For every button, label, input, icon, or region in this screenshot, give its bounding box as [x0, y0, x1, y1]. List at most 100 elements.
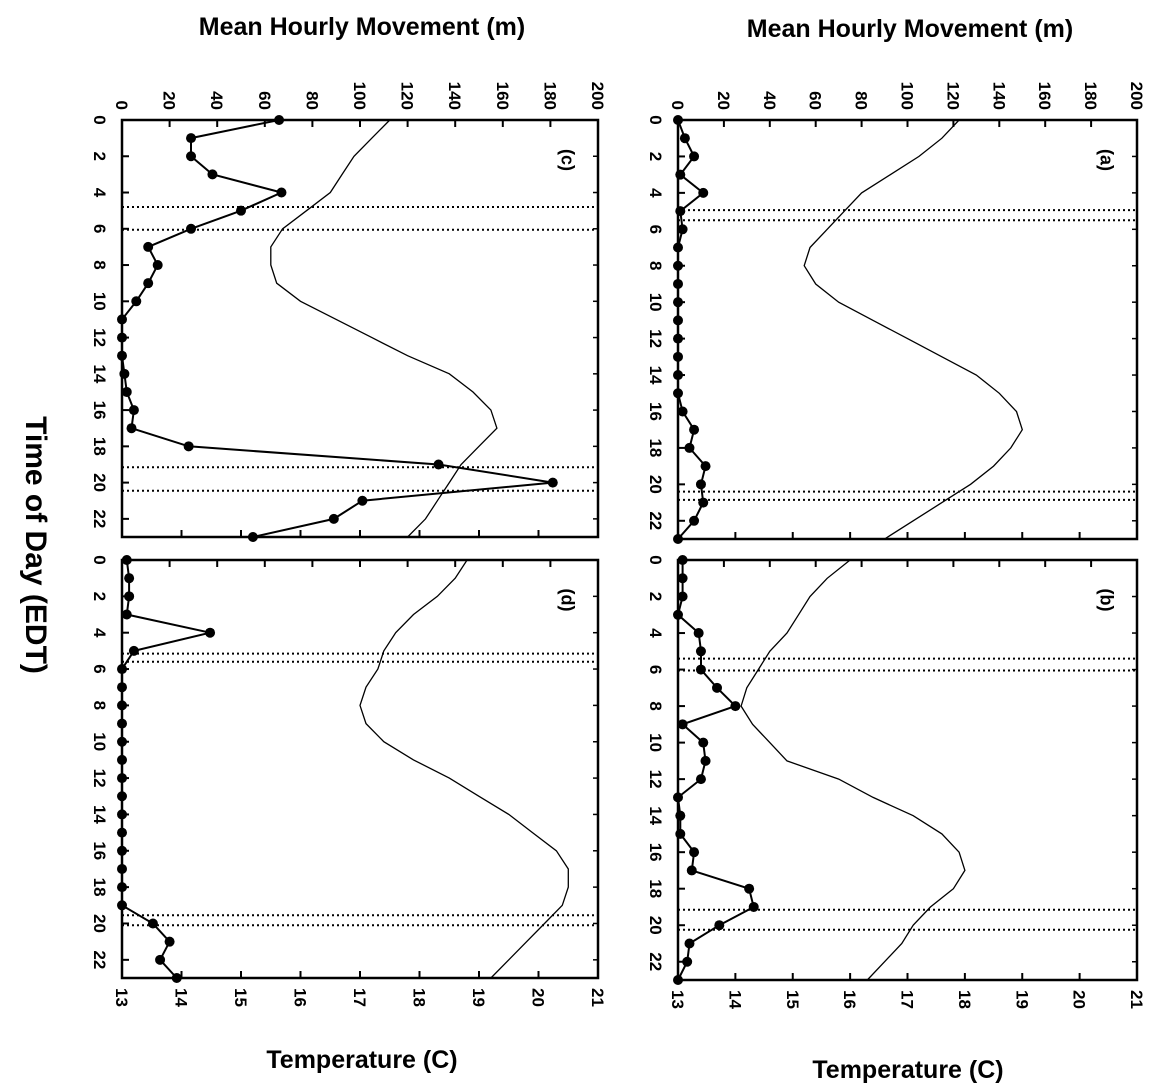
time-tick-label: 22	[646, 511, 665, 530]
movement-point	[121, 609, 132, 620]
time-tick-label: 16	[90, 401, 109, 420]
time-tick-label: 4	[646, 188, 665, 198]
temperature-line	[803, 119, 1024, 540]
movement-point	[698, 187, 709, 198]
movement-point	[698, 497, 709, 508]
movement-tick-label: 140	[445, 82, 464, 110]
temperature-tick-label: 18	[410, 988, 429, 1007]
time-tick-label: 0	[90, 555, 109, 564]
movement-tick-label: 60	[806, 91, 825, 110]
movement-point	[117, 882, 127, 893]
time-tick-label: 4	[646, 628, 665, 638]
movement-point	[207, 169, 218, 180]
movement-point	[695, 664, 706, 675]
time-tick-label: 20	[90, 473, 109, 492]
movement-point	[675, 810, 686, 821]
movement-tick-label: 180	[1081, 82, 1100, 110]
movement-point	[131, 296, 142, 307]
movement-point	[117, 700, 127, 711]
time-tick-label: 10	[646, 733, 665, 752]
movement-point	[236, 205, 246, 216]
time-tick-label: 22	[90, 950, 109, 969]
temperature-tick-label: 17	[350, 988, 369, 1007]
panel-a: 0 2 4 6 8 10 12 14 16 18 20 22 0 20 40 60 80 100 120 140 160…	[646, 82, 1146, 544]
time-tick-label: 0	[646, 555, 665, 564]
movement-point	[673, 297, 683, 308]
movement-point	[673, 975, 683, 985]
movement-tick-label: 120	[943, 82, 962, 110]
movement-point	[117, 791, 127, 802]
movement-point	[117, 314, 127, 325]
movement-axis-title-right: Mean Hourly Movement (m)	[747, 15, 1073, 43]
movement-point	[117, 900, 127, 911]
time-tick-label: 14	[646, 366, 665, 385]
movement-tick-label: 20	[714, 91, 733, 110]
movement-point	[117, 845, 127, 856]
movement-point	[684, 442, 695, 453]
movement-point	[673, 315, 683, 326]
temperature-tick-label: 16	[291, 988, 310, 1007]
time-tick-label: 16	[646, 843, 665, 862]
movement-point	[677, 591, 688, 602]
movement-point	[117, 736, 127, 747]
movement-point	[117, 863, 127, 874]
movement-point	[186, 223, 197, 234]
movement-point	[117, 773, 127, 784]
movement-point	[205, 627, 216, 638]
movement-point	[673, 278, 683, 289]
temperature-tick-label: 18	[955, 990, 974, 1009]
time-tick-label: 10	[90, 732, 109, 751]
movement-point	[328, 513, 339, 524]
time-tick-label: 18	[646, 438, 665, 457]
panel-label-b: (b)	[1097, 589, 1117, 612]
movement-point	[183, 441, 194, 452]
temperature-tick-label: 15	[783, 990, 802, 1009]
time-tick-label: 8	[646, 701, 665, 710]
temperature-tick-label: 21	[588, 988, 607, 1007]
movement-point	[433, 459, 444, 470]
time-tick-label: 16	[646, 402, 665, 421]
movement-point	[673, 370, 683, 381]
time-tick-label: 22	[646, 952, 665, 971]
movement-tick-label: 120	[398, 82, 417, 110]
movement-point	[695, 479, 706, 490]
time-tick-label: 6	[90, 224, 109, 233]
movement-point	[730, 701, 741, 712]
movement-point	[117, 809, 127, 820]
movement-point	[700, 461, 711, 472]
temperature-tick-label: 19	[469, 988, 488, 1007]
time-tick-label: 12	[646, 329, 665, 348]
time-tick-label: 18	[646, 879, 665, 898]
movement-tick-label: 80	[852, 91, 871, 110]
time-tick-label: 2	[90, 592, 109, 601]
movement-point	[673, 792, 683, 803]
movement-point	[128, 645, 139, 656]
time-tick-label: 0	[90, 115, 109, 124]
time-tick-label: 6	[646, 665, 665, 674]
movement-point	[143, 278, 154, 289]
temperature-line	[740, 559, 966, 981]
movement-point	[673, 333, 683, 344]
movement-tick-label: 160	[493, 82, 512, 110]
movement-point	[677, 573, 688, 584]
panel-label-d: (d)	[558, 589, 578, 612]
movement-tick-label: 200	[1127, 82, 1146, 110]
movement-point	[276, 187, 287, 198]
movement-point	[684, 938, 695, 949]
temperature-tick-label: 19	[1012, 990, 1031, 1009]
time-tick-label: 14	[646, 806, 665, 825]
movement-point	[357, 495, 368, 506]
time-axis-title: Time of Day (EDT)	[19, 416, 52, 674]
movement-point	[247, 532, 258, 542]
time-tick-label: 18	[90, 437, 109, 456]
movement-tick-label: 200	[588, 82, 607, 110]
time-tick-label: 20	[646, 475, 665, 494]
time-tick-label: 16	[90, 841, 109, 860]
temperature-axis-title-right: Temperature (C)	[812, 1056, 1003, 1084]
movement-point	[117, 754, 127, 765]
movement-point	[673, 534, 683, 544]
movement-point	[124, 591, 135, 602]
time-tick-label: 22	[90, 509, 109, 528]
